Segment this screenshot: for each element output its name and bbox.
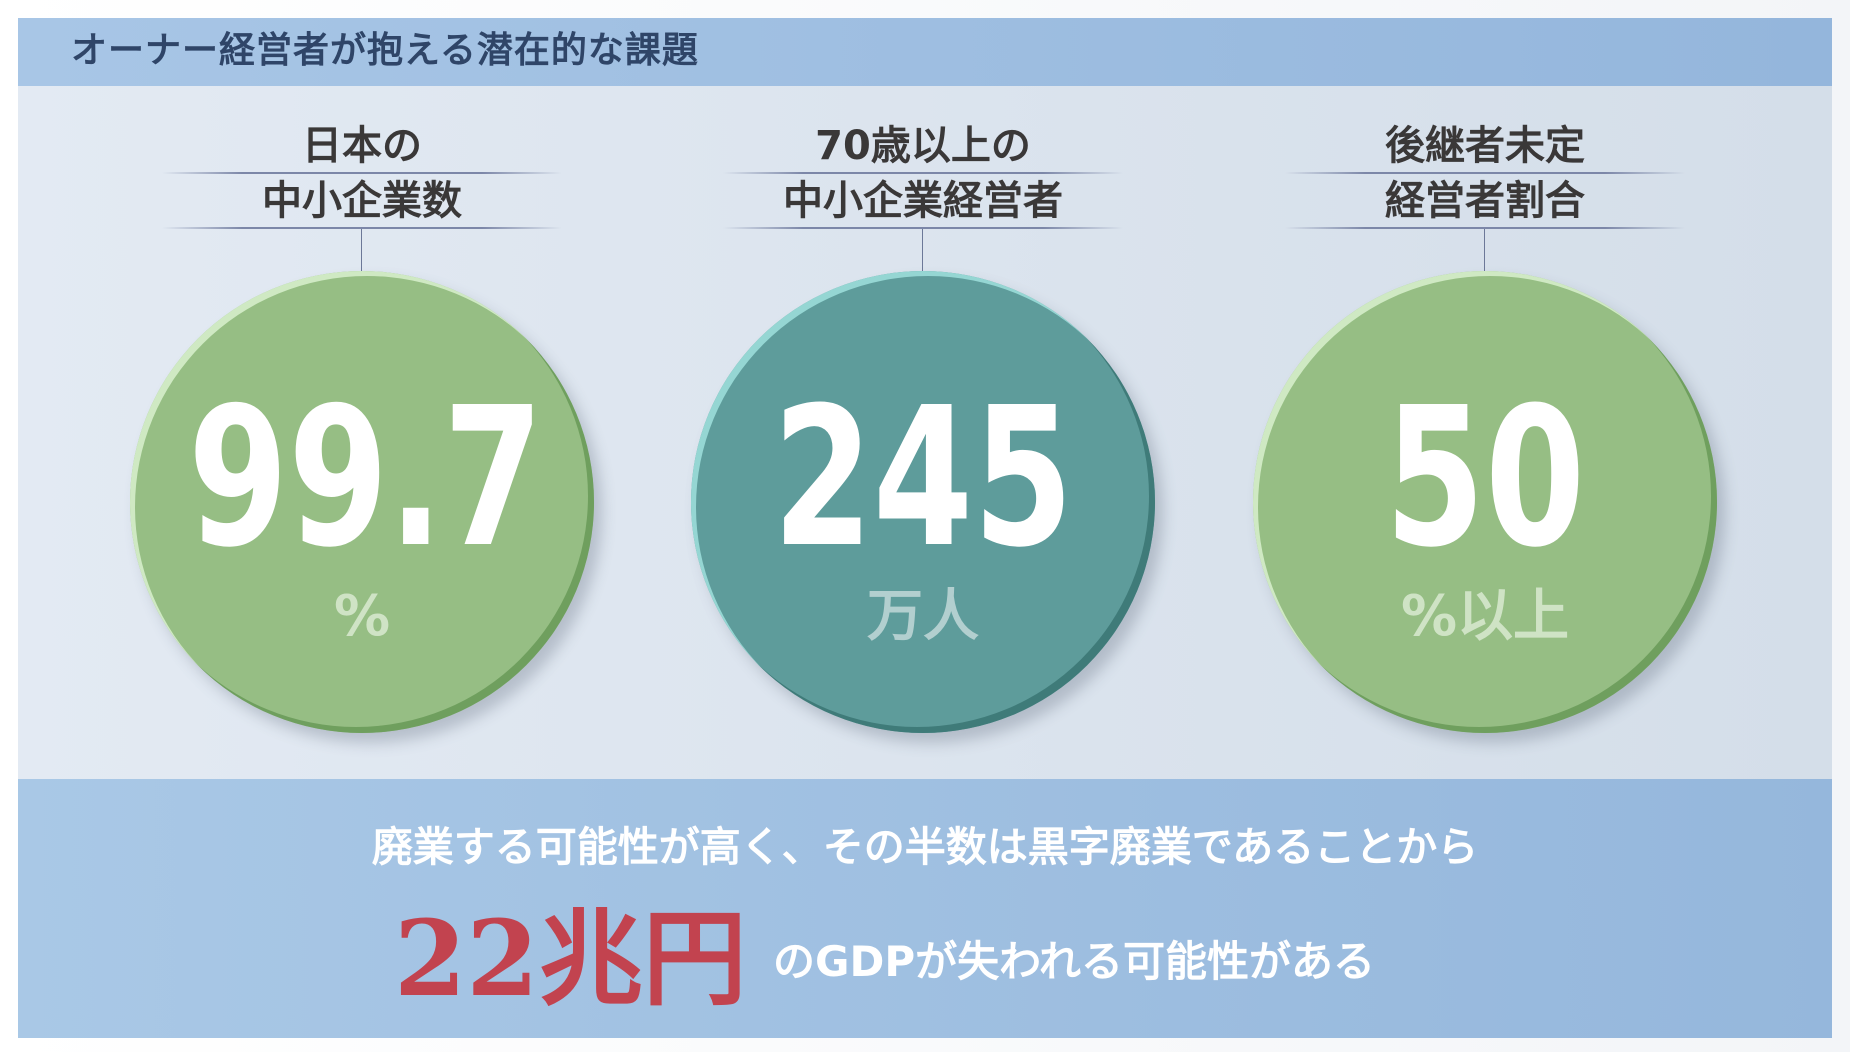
stat-value: 99.7 — [188, 367, 544, 590]
stat-label-line1: 日本の — [302, 123, 422, 169]
connector-line — [922, 229, 923, 271]
stat-unit: % — [333, 584, 391, 649]
stat-circle: 245 万人 — [691, 271, 1155, 733]
stat-label-line2: 中小企業数 — [262, 178, 462, 224]
stat-value: 50 — [1384, 367, 1586, 590]
header-bar: オーナー経営者が抱える潜在的な課題 — [18, 18, 1832, 86]
connector-line — [361, 229, 362, 271]
connector-line — [1484, 229, 1485, 271]
conclusion-panel: 廃業する可能性が高く、その半数は黒字廃業であることから 22兆円 のGDPが失わ… — [18, 779, 1832, 1038]
gdp-loss-highlight: 22兆円 — [394, 897, 747, 1020]
stat-unit: %以上 — [1400, 584, 1570, 649]
divider — [162, 172, 562, 174]
stats-panel: 日本の 中小企業数 99.7 % 70歳以上の 中小企業経営者 245 万人 後… — [18, 86, 1832, 779]
stat-label-line2: 中小企業経営者 — [783, 178, 1063, 224]
stat-value: 245 — [772, 367, 1074, 590]
stat-circle: 99.7 % — [130, 271, 594, 733]
divider — [1285, 172, 1685, 174]
divider — [723, 227, 1123, 229]
conclusion-line2: のGDPが失われる可能性がある — [773, 937, 1376, 986]
stat-label-line1: 70歳以上の — [815, 123, 1031, 169]
page-title: オーナー経営者が抱える潜在的な課題 — [71, 30, 699, 71]
stat-unit: 万人 — [867, 584, 979, 649]
conclusion-line1: 廃業する可能性が高く、その半数は黒字廃業であることから — [371, 823, 1479, 871]
stat-label-line1: 後継者未定 — [1385, 123, 1585, 169]
divider — [723, 172, 1123, 174]
divider — [1285, 227, 1685, 229]
divider — [162, 227, 562, 229]
stat-circle: 50 %以上 — [1253, 271, 1717, 733]
stat-label-line2: 経営者割合 — [1385, 178, 1585, 224]
